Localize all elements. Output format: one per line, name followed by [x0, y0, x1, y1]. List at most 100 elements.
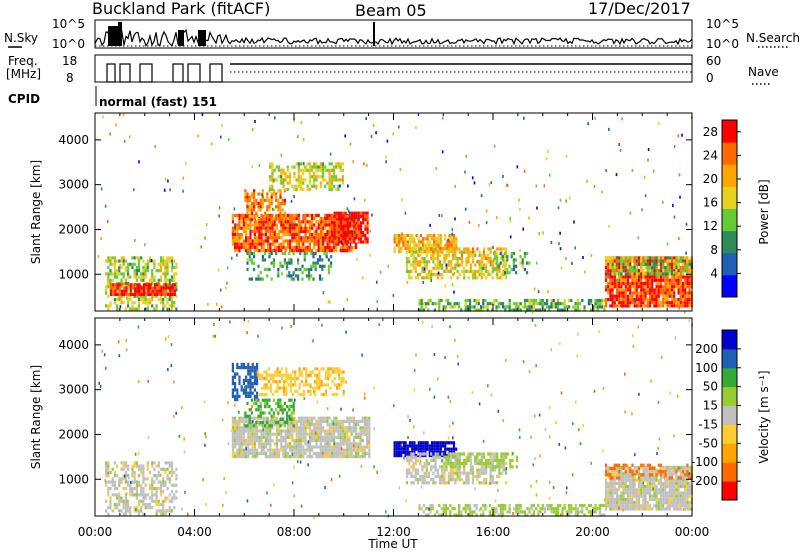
heatmap-cell — [124, 474, 127, 478]
heatmap-cell — [166, 467, 169, 471]
heatmap-cell — [302, 448, 305, 452]
heatmap-cell — [272, 411, 275, 415]
heatmap-cell — [250, 277, 253, 281]
heatmap-cell — [393, 450, 396, 454]
heatmap-cell — [324, 184, 327, 188]
heatmap-cell — [306, 419, 309, 423]
heatmap-cell — [485, 209, 488, 213]
heatmap-cell — [157, 278, 160, 282]
heatmap-cell — [405, 471, 409, 475]
heatmap-cell — [324, 165, 327, 169]
heatmap-cell — [635, 256, 638, 260]
heatmap-cell — [428, 447, 431, 451]
heatmap-cell — [151, 278, 154, 282]
heatmap-cell — [264, 451, 267, 455]
heatmap-cell — [436, 260, 439, 264]
heatmap-cell — [434, 273, 437, 277]
heatmap-cell — [684, 285, 687, 289]
heatmap-cell — [302, 245, 305, 249]
heatmap-cell — [421, 478, 424, 482]
heatmap-cell — [435, 243, 438, 247]
heatmap-cell — [297, 171, 300, 176]
heatmap-cell — [293, 419, 296, 423]
heatmap-cell — [427, 269, 431, 273]
heatmap-cell — [275, 445, 278, 449]
heatmap-cell — [118, 483, 121, 487]
heatmap-cell — [342, 370, 345, 374]
heatmap-cell — [286, 264, 289, 268]
heatmap-cell — [264, 429, 267, 433]
heatmap-cell — [348, 451, 351, 455]
heatmap-cell — [426, 447, 429, 451]
heatmap-cell — [116, 493, 119, 497]
heatmap-cell — [278, 229, 281, 233]
heatmap-cell — [292, 405, 295, 409]
heatmap-cell — [311, 213, 314, 217]
heatmap-cell — [471, 260, 475, 264]
heatmap-cell — [277, 398, 280, 402]
heatmap-cell — [157, 474, 160, 478]
heatmap-cell — [269, 165, 272, 169]
heatmap-cell — [441, 481, 444, 485]
heatmap-cell — [234, 442, 237, 446]
heatmap-cell — [464, 302, 467, 306]
heatmap-cell — [97, 255, 100, 258]
heatmap-cell — [458, 305, 461, 309]
heatmap-cell — [478, 250, 481, 254]
heatmap-cell — [412, 260, 415, 264]
heatmap-cell — [289, 229, 292, 233]
heatmap-cell — [326, 445, 329, 449]
heatmap-cell — [437, 237, 440, 241]
heatmap-cell — [688, 304, 691, 308]
heatmap-cell — [136, 289, 139, 293]
heatmap-cell — [438, 474, 442, 478]
heatmap-cell — [476, 260, 479, 264]
heatmap-cell — [324, 448, 327, 452]
heatmap-cell — [308, 171, 311, 176]
heatmap-cell — [131, 474, 134, 478]
heatmap-cell — [118, 502, 121, 507]
heatmap-cell — [303, 255, 306, 259]
heatmap-cell — [456, 468, 459, 472]
heatmap-cell — [270, 417, 273, 421]
heatmap-cell — [256, 242, 259, 246]
heatmap-cell — [361, 416, 364, 420]
heatmap-cell — [299, 240, 302, 244]
heatmap-cell — [142, 275, 145, 279]
heatmap-cell — [333, 234, 336, 238]
heatmap-cell — [664, 294, 667, 298]
heatmap-cell — [618, 291, 621, 295]
heatmap-cell — [624, 256, 627, 260]
heatmap-cell — [262, 445, 265, 449]
heatmap-cell — [425, 474, 428, 478]
heatmap-cell — [308, 432, 311, 436]
heatmap-cell — [447, 481, 450, 485]
heatmap-cell — [474, 253, 477, 257]
heatmap-cell — [149, 289, 152, 293]
heatmap-cell — [684, 310, 686, 314]
heatmap-cell — [306, 229, 309, 233]
heatmap-cell — [293, 445, 296, 449]
heatmap-cell — [428, 450, 431, 454]
heatmap-cell — [251, 448, 254, 452]
heatmap-cell — [319, 448, 322, 452]
heatmap-cell — [637, 297, 641, 302]
heatmap-cell — [135, 265, 138, 270]
heatmap-cell — [528, 305, 531, 309]
heatmap-cell — [508, 302, 511, 306]
heatmap-cell — [116, 506, 119, 510]
heatmap-cell — [677, 278, 680, 282]
heatmap-cell — [618, 294, 621, 298]
heatmap-cell — [249, 423, 252, 427]
heatmap-cell — [509, 219, 512, 223]
colorbar-swatch — [722, 208, 737, 232]
heatmap-cell — [333, 224, 336, 228]
heatmap-cell — [311, 386, 314, 390]
heatmap-cell — [664, 259, 667, 263]
heatmap-cell — [311, 249, 314, 253]
heatmap-cell — [438, 214, 441, 217]
heatmap-cell — [236, 391, 239, 395]
heatmap-cell — [330, 245, 333, 249]
heatmap-cell — [339, 245, 342, 249]
heatmap-cell — [324, 435, 327, 439]
